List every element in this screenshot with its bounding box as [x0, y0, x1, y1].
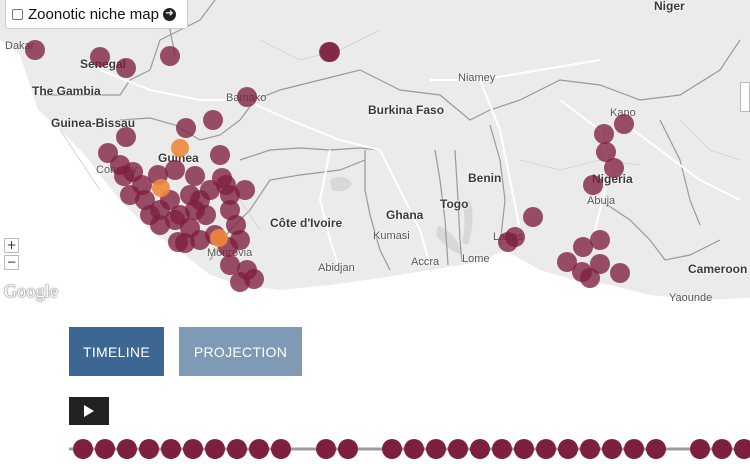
- timeline-dot[interactable]: [492, 439, 512, 459]
- case-marker[interactable]: [150, 215, 170, 235]
- map-basemap: [0, 0, 750, 305]
- timeline-dot[interactable]: [249, 439, 269, 459]
- case-marker[interactable]: [123, 162, 143, 182]
- timeline-dot[interactable]: [646, 439, 666, 459]
- case-marker[interactable]: [244, 269, 264, 289]
- case-marker[interactable]: [590, 254, 610, 274]
- case-marker[interactable]: [580, 268, 600, 288]
- case-marker[interactable]: [25, 40, 45, 60]
- case-marker[interactable]: [498, 232, 518, 252]
- case-marker[interactable]: [116, 127, 136, 147]
- projection-button[interactable]: PROJECTION: [179, 327, 302, 376]
- case-marker[interactable]: [573, 237, 593, 257]
- recent-case-marker[interactable]: [171, 139, 189, 157]
- timeline-button[interactable]: TIMELINE: [69, 327, 164, 376]
- zoom-out-button[interactable]: −: [4, 255, 19, 270]
- map-scroll-handle[interactable]: [740, 82, 750, 112]
- timeline-dot[interactable]: [117, 439, 137, 459]
- case-marker[interactable]: [220, 185, 240, 205]
- timeline-dot[interactable]: [602, 439, 622, 459]
- label-lome: Lome: [462, 253, 490, 265]
- arrow-right-circle-icon[interactable]: ➜: [162, 7, 176, 21]
- timeline-dot[interactable]: [161, 439, 181, 459]
- label-niamey: Niamey: [458, 72, 496, 84]
- case-marker[interactable]: [614, 114, 634, 134]
- case-marker[interactable]: [226, 215, 246, 235]
- label-abuja: Abuja: [587, 195, 616, 207]
- zoonotic-niche-checkbox[interactable]: [12, 8, 23, 20]
- timeline-dot[interactable]: [448, 439, 468, 459]
- case-marker[interactable]: [523, 207, 543, 227]
- play-button[interactable]: [69, 397, 109, 425]
- case-marker[interactable]: [319, 42, 339, 62]
- case-marker[interactable]: [160, 46, 180, 66]
- timeline-dot[interactable]: [734, 439, 750, 459]
- label-benin: Benin: [468, 171, 502, 185]
- timeline-dot[interactable]: [624, 439, 644, 459]
- case-marker[interactable]: [165, 160, 185, 180]
- timeline-dot[interactable]: [558, 439, 578, 459]
- google-logo: Google: [4, 281, 59, 301]
- timeline-dot[interactable]: [227, 439, 247, 459]
- timeline-dot[interactable]: [536, 439, 556, 459]
- case-marker[interactable]: [212, 168, 232, 188]
- play-icon: [84, 405, 94, 417]
- timeline-dot[interactable]: [271, 439, 291, 459]
- label-niger: Niger: [654, 0, 685, 13]
- label-togo: Togo: [440, 197, 469, 211]
- timeline-dot[interactable]: [580, 439, 600, 459]
- label-abidjan: Abidjan: [318, 262, 355, 274]
- case-marker[interactable]: [210, 145, 230, 165]
- case-marker[interactable]: [590, 230, 610, 250]
- timeline-dot[interactable]: [338, 439, 358, 459]
- timeline-dot[interactable]: [95, 439, 115, 459]
- timeline-dot[interactable]: [183, 439, 203, 459]
- recent-case-marker[interactable]: [152, 179, 170, 197]
- label-accra: Accra: [411, 256, 440, 268]
- case-marker[interactable]: [185, 200, 205, 220]
- case-marker[interactable]: [604, 158, 624, 178]
- case-marker[interactable]: [185, 166, 205, 186]
- label-cameroon: Cameroon: [688, 262, 748, 276]
- case-marker[interactable]: [610, 263, 630, 283]
- timeline-dot[interactable]: [426, 439, 446, 459]
- case-marker[interactable]: [168, 232, 188, 252]
- zoom-in-button[interactable]: +: [4, 238, 19, 253]
- case-marker[interactable]: [220, 255, 240, 275]
- timeline-track[interactable]: [0, 434, 750, 464]
- case-marker[interactable]: [176, 118, 196, 138]
- outbreak-map[interactable]: Dakar Senegal The Gambia Guinea-Bissau B…: [0, 0, 750, 305]
- case-markers: [25, 40, 634, 292]
- case-marker[interactable]: [220, 200, 240, 220]
- timeline-dot[interactable]: [382, 439, 402, 459]
- case-marker[interactable]: [237, 87, 257, 107]
- case-marker[interactable]: [583, 175, 603, 195]
- label-guinea-bissau: Guinea-Bissau: [51, 116, 136, 130]
- timeline-dot[interactable]: [316, 439, 336, 459]
- case-marker[interactable]: [116, 58, 136, 78]
- case-marker[interactable]: [557, 252, 577, 272]
- timeline-dot[interactable]: [205, 439, 225, 459]
- recent-case-marker[interactable]: [210, 229, 228, 247]
- label-the-gambia: The Gambia: [32, 84, 101, 98]
- case-marker[interactable]: [90, 47, 110, 67]
- label-ghana: Ghana: [386, 208, 424, 222]
- case-marker[interactable]: [594, 124, 614, 144]
- zoonotic-niche-toggle[interactable]: Zoonotic niche map ➜: [5, 0, 188, 29]
- timeline-dot[interactable]: [690, 439, 710, 459]
- timeline-dot[interactable]: [404, 439, 424, 459]
- timeline-dot[interactable]: [514, 439, 534, 459]
- case-marker[interactable]: [203, 110, 223, 130]
- timeline-dot[interactable]: [139, 439, 159, 459]
- timeline-dot[interactable]: [73, 439, 93, 459]
- timeline-dot[interactable]: [712, 439, 732, 459]
- zoonotic-niche-label: Zoonotic niche map: [28, 5, 159, 23]
- timeline-dot[interactable]: [470, 439, 490, 459]
- case-marker[interactable]: [596, 142, 616, 162]
- label-kumasi: Kumasi: [373, 230, 410, 242]
- label-guinea: Guinea: [158, 151, 199, 165]
- label-cote-divoire: Côte d'Ivoire: [270, 216, 343, 230]
- label-yaounde: Yaounde: [669, 292, 713, 304]
